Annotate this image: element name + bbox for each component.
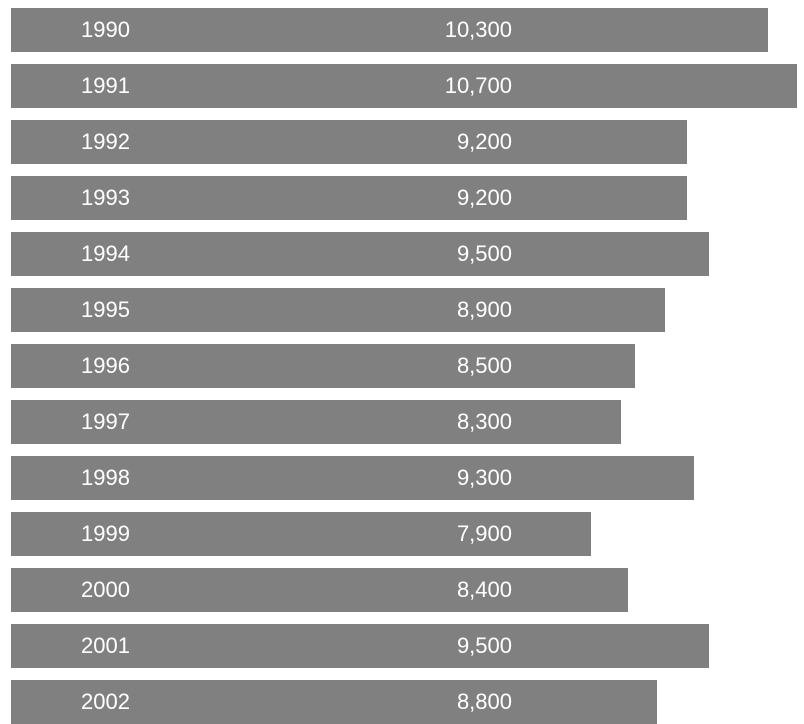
category-label: 2000	[81, 577, 130, 602]
value-label: 8,400	[456, 577, 512, 602]
bar-2000: 2000 8,400	[11, 568, 628, 612]
value-label: 8,900	[456, 297, 512, 322]
category-label: 1993	[81, 185, 130, 210]
bar-1996: 1996 8,500	[11, 344, 635, 388]
value-label: 9,200	[456, 185, 512, 210]
bar-1992: 1992 9,200	[11, 120, 687, 164]
value-label: 7,900	[456, 521, 512, 546]
value-label: 10,700	[444, 73, 512, 98]
bar-1997: 1997 8,300	[11, 400, 621, 444]
bar-fill	[11, 288, 665, 332]
value-label: 9,500	[456, 633, 512, 658]
value-label: 9,500	[456, 241, 512, 266]
bar-fill	[11, 568, 628, 612]
bar-fill	[11, 120, 687, 164]
value-label: 8,300	[456, 409, 512, 434]
bar-fill	[11, 680, 657, 724]
category-label: 1991	[81, 73, 130, 98]
category-label: 1997	[81, 409, 130, 434]
bar-1999: 1999 7,900	[11, 512, 591, 556]
bar-fill	[11, 64, 797, 108]
category-label: 1992	[81, 129, 130, 154]
bar-fill	[11, 176, 687, 220]
bar-fill	[11, 8, 768, 52]
category-label: 1990	[81, 17, 130, 42]
bar-1994: 1994 9,500	[11, 232, 709, 276]
value-label: 9,200	[456, 129, 512, 154]
category-label: 1998	[81, 465, 130, 490]
category-label: 1996	[81, 353, 130, 378]
category-label: 1995	[81, 297, 130, 322]
bar-2001: 2001 9,500	[11, 624, 709, 668]
value-label: 9,300	[456, 465, 512, 490]
bar-fill	[11, 344, 635, 388]
category-label: 2001	[81, 633, 130, 658]
bar-fill	[11, 624, 709, 668]
bar-1998: 1998 9,300	[11, 456, 694, 500]
bar-fill	[11, 512, 591, 556]
bar-1995: 1995 8,900	[11, 288, 665, 332]
bar-1990: 1990 10,300	[11, 8, 768, 52]
bar-2002: 2002 8,800	[11, 680, 657, 724]
bar-fill	[11, 400, 621, 444]
bar-fill	[11, 232, 709, 276]
category-label: 2002	[81, 689, 130, 714]
bar-fill	[11, 456, 694, 500]
bar-1993: 1993 9,200	[11, 176, 687, 220]
value-label: 10,300	[444, 17, 512, 42]
bar-1991: 1991 10,700	[11, 64, 797, 108]
category-label: 1999	[81, 521, 130, 546]
category-label: 1994	[81, 241, 130, 266]
value-label: 8,800	[456, 689, 512, 714]
value-label: 8,500	[456, 353, 512, 378]
